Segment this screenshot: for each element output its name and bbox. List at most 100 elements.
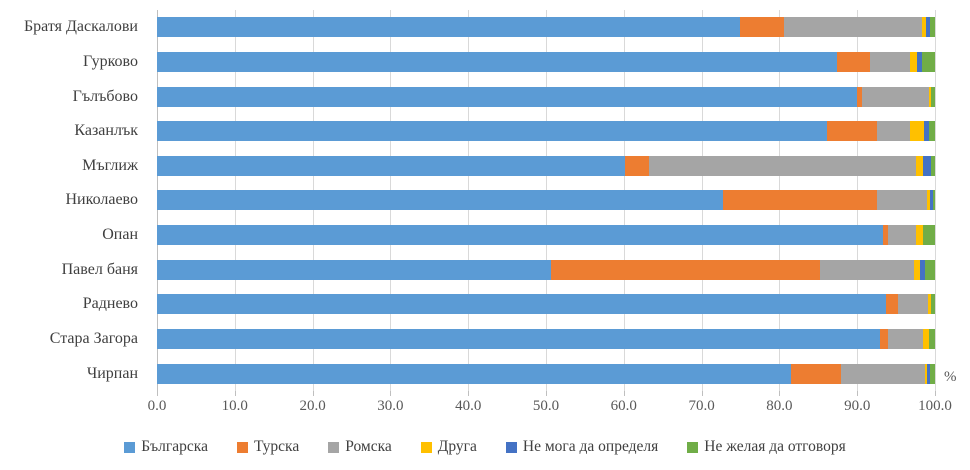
x-tick-mark [623,391,625,396]
legend-item-Българска: Българска [124,438,208,456]
bar-segment-Българска [157,17,740,38]
bar-segment-Друга [916,225,924,246]
legend-swatch-icon [124,441,136,453]
bar-segment-Друга [913,259,921,280]
bar-segment-Не желая да отговоря [924,259,935,280]
legend-label: Ромска [345,438,392,455]
legend-swatch-icon [328,441,340,453]
bar-Братя Даскалови [157,17,935,38]
category-label: Стара Загора [49,329,138,347]
bar-rows [157,10,935,391]
bar-segment-Друга [922,328,929,349]
legend-item-Не желая да отговоря: Не желая да отговоря [687,438,846,456]
bar-segment-Не желая да отговоря [928,121,935,142]
bar-Раднево [157,294,935,315]
legend-swatch-icon [420,441,432,453]
bar-Стара Загора [157,328,935,349]
bar-segment-Не мога да определя [926,17,931,38]
bar-Казанлък [157,121,935,142]
bar-segment-Турска [551,259,820,280]
x-tick-mark [234,391,236,396]
legend-label: Друга [437,438,477,455]
bar-segment-Турска [625,155,649,176]
axis-unit-label: % [944,369,957,385]
bar-segment-Не желая да отговоря [931,86,935,107]
x-tick-label-30.0: 30.0 [377,398,404,414]
bar-segment-Не желая да отговоря [928,328,935,349]
bar-segment-Турска [857,86,862,107]
bar-segment-Турска [791,363,841,384]
bar-segment-Друга [928,86,932,107]
bar-segment-Не мога да определя [917,51,922,72]
bar-segment-Ромска [861,86,929,107]
bar-segment-Българска [157,294,886,315]
x-tick-mark [468,391,470,396]
bar-Гълъбово [157,86,935,107]
bar-segment-Ромска [887,328,923,349]
bar-segment-Турска [723,190,878,211]
legend-label: Не желая да отговоря [704,438,846,455]
bar-Опан [157,225,935,246]
bar-segment-Българска [157,363,792,384]
x-tick-label-70.0: 70.0 [688,398,715,414]
legend-label: Не мога да определя [522,438,659,455]
bar-segment-Не мога да определя [930,190,934,211]
category-label: Чирпан [86,364,138,382]
bar-Чирпан [157,363,935,384]
x-tick-label-20.0: 20.0 [299,398,326,414]
category-label: Мъглиж [82,156,138,174]
bar-segment-Не желая да отговоря [921,51,935,72]
bar-segment-Друга [916,155,924,176]
bar-segment-Турска [836,51,871,72]
x-tick-label-60.0: 60.0 [610,398,637,414]
x-tick-mark [701,391,703,396]
bar-segment-Ромска [887,225,917,246]
x-axis-tick-labels: 0.0 10.0 20.0 30.0 40.0 50.0 60.0 70.0 80.0 90.0 1… [0,398,970,418]
legend-item-Ромска: Ромска [328,438,392,456]
category-label: Раднево [82,295,138,313]
x-tick-mark [935,391,936,396]
bar-segment-Турска [885,294,898,315]
x-tick-mark [857,391,859,396]
bar-segment-Не желая да отговоря [931,294,935,315]
bar-segment-Не мога да определя [924,121,929,142]
bar-segment-Българска [157,121,827,142]
bar-segment-Турска [882,225,888,246]
category-label: Гурково [82,52,138,70]
x-tick-label-80.0: 80.0 [766,398,793,414]
bar-segment-Ромска [840,363,925,384]
bar-segment-Не желая да отговоря [930,17,935,38]
category-label: Николаево [65,191,139,209]
bar-segment-Не мога да определя [920,259,925,280]
chart-legend: Българска Турска Ромска Друга Не мога да опр… [0,438,970,456]
bar-segment-Турска [879,328,888,349]
category-label: Казанлък [74,122,138,140]
bar-segment-Ромска [877,121,911,142]
bar-segment-Ромска [897,294,928,315]
bar-segment-Турска [739,17,785,38]
category-label: Опан [102,226,138,244]
legend-item-Турска: Турска [236,438,299,456]
category-axis-labels: Братя Даскалови Гурково Гълъбово Казанлък Мъ… [0,10,147,391]
bar-segment-Не желая да отговоря [923,225,935,246]
x-tick-label-40.0: 40.0 [455,398,482,414]
x-tick-label-10.0: 10.0 [221,398,248,414]
bar-segment-Не мога да определя [927,363,931,384]
bar-segment-Друга [927,294,932,315]
x-tick-mark [157,391,158,396]
bar-segment-Друга [927,190,931,211]
bar-segment-Ромска [784,17,922,38]
x-tick-mark [779,391,781,396]
legend-swatch-icon [687,441,699,453]
bar-segment-Българска [157,190,724,211]
bar-segment-Българска [157,86,858,107]
bar-segment-Не мога да определя [923,155,932,176]
bar-segment-Друга [924,363,928,384]
category-label: Братя Даскалови [23,18,138,36]
bar-segment-Не желая да отговоря [930,363,935,384]
bar-segment-Българска [157,328,880,349]
x-tick-mark [390,391,392,396]
bar-segment-Не желая да отговоря [933,190,935,211]
category-label: Павел баня [61,260,138,278]
